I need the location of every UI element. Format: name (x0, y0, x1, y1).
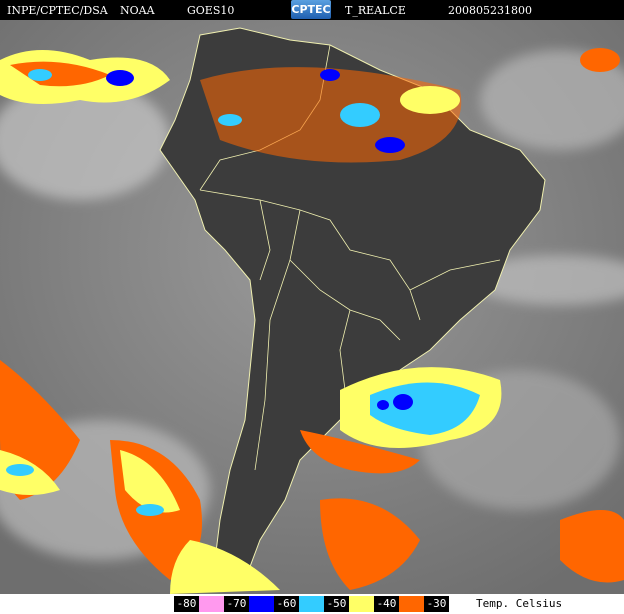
source-label: INPE/CPTEC/DSA (7, 4, 108, 17)
agency-label: NOAA (120, 4, 155, 17)
cptec-logo: CPTEC (291, 0, 331, 19)
legend-unit: Temp. Celsius (476, 597, 563, 610)
datetime-label: 200805231800 (448, 4, 532, 17)
legend-swatch (349, 596, 374, 612)
legend-label: -70 (224, 596, 249, 612)
legend-swatch (199, 596, 224, 612)
legend-label: -30 (424, 596, 449, 612)
cold-cloud-tops (0, 48, 624, 594)
legend-label: -50 (324, 596, 349, 612)
satellite-map (0, 20, 624, 594)
legend-swatch (249, 596, 274, 612)
legend-swatch (299, 596, 324, 612)
south-america-land (159, 27, 546, 586)
temperature-legend: -80 -70 -60 -50 -40 -30 Temp. Celsius (0, 594, 624, 614)
legend-label: -60 (274, 596, 299, 612)
legend-label: -80 (174, 596, 199, 612)
satellite-label: GOES10 (187, 4, 235, 17)
header-bar: INPE/CPTEC/DSA NOAA GOES10 CPTEC T_REALC… (0, 0, 624, 20)
legend-label: -40 (374, 596, 399, 612)
legend-swatch (399, 596, 424, 612)
product-label: T_REALCE (345, 4, 406, 17)
